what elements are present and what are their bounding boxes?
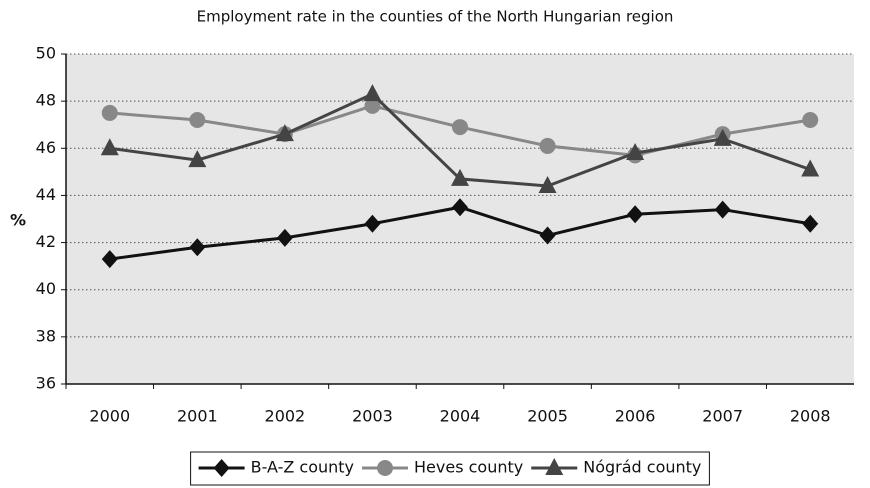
marker (538, 176, 557, 193)
x-tick-label: 2002 (265, 407, 306, 426)
marker (189, 112, 206, 128)
marker (801, 159, 820, 177)
y-tick-label: 38 (36, 326, 56, 345)
y-axis-label: % (10, 211, 26, 230)
marker (713, 128, 732, 146)
x-tick-label: 2003 (352, 407, 393, 426)
y-tick-label: 48 (36, 91, 56, 110)
x-tick-label: 2001 (177, 407, 218, 426)
marker (451, 168, 469, 186)
marker (364, 214, 381, 233)
marker (101, 250, 118, 269)
marker (213, 459, 230, 477)
x-tick-label: 2008 (790, 407, 831, 426)
marker (100, 138, 119, 156)
x-tick-label: 2004 (440, 407, 481, 426)
marker (275, 124, 294, 142)
marker (364, 97, 381, 114)
marker (802, 112, 819, 128)
y-tick-label: 50 (36, 44, 56, 63)
x-tick-label: 2006 (615, 407, 656, 426)
x-tick-label: 2005 (527, 407, 568, 426)
legend: B-A-Z county Heves county Nógrád county (190, 451, 710, 486)
marker (802, 214, 819, 233)
x-tick-label: 2000 (89, 407, 130, 426)
x-tick-label: 2007 (702, 407, 743, 426)
legend-label: Heves county (414, 458, 523, 477)
marker (627, 205, 644, 224)
marker (452, 198, 468, 217)
marker (626, 143, 645, 160)
marker (377, 460, 394, 476)
chart-title: Employment rate in the counties of the N… (197, 8, 674, 26)
y-tick-label: 42 (36, 232, 56, 251)
marker (363, 84, 382, 102)
marker (539, 137, 556, 154)
y-tick-label: 36 (36, 374, 56, 393)
legend-label: B-A-Z county (251, 458, 354, 477)
legend-box (190, 451, 710, 486)
marker (539, 226, 556, 245)
marker (188, 150, 207, 168)
marker (101, 104, 118, 121)
marker (452, 119, 468, 136)
plot-area (66, 54, 854, 384)
y-tick-label: 44 (36, 185, 56, 204)
marker (189, 238, 206, 257)
marker (714, 200, 731, 219)
y-tick-label: 46 (36, 138, 56, 157)
marker (545, 458, 564, 475)
legend-label: Nógrád county (583, 458, 701, 477)
marker (276, 228, 293, 247)
y-tick-label: 40 (36, 279, 56, 298)
